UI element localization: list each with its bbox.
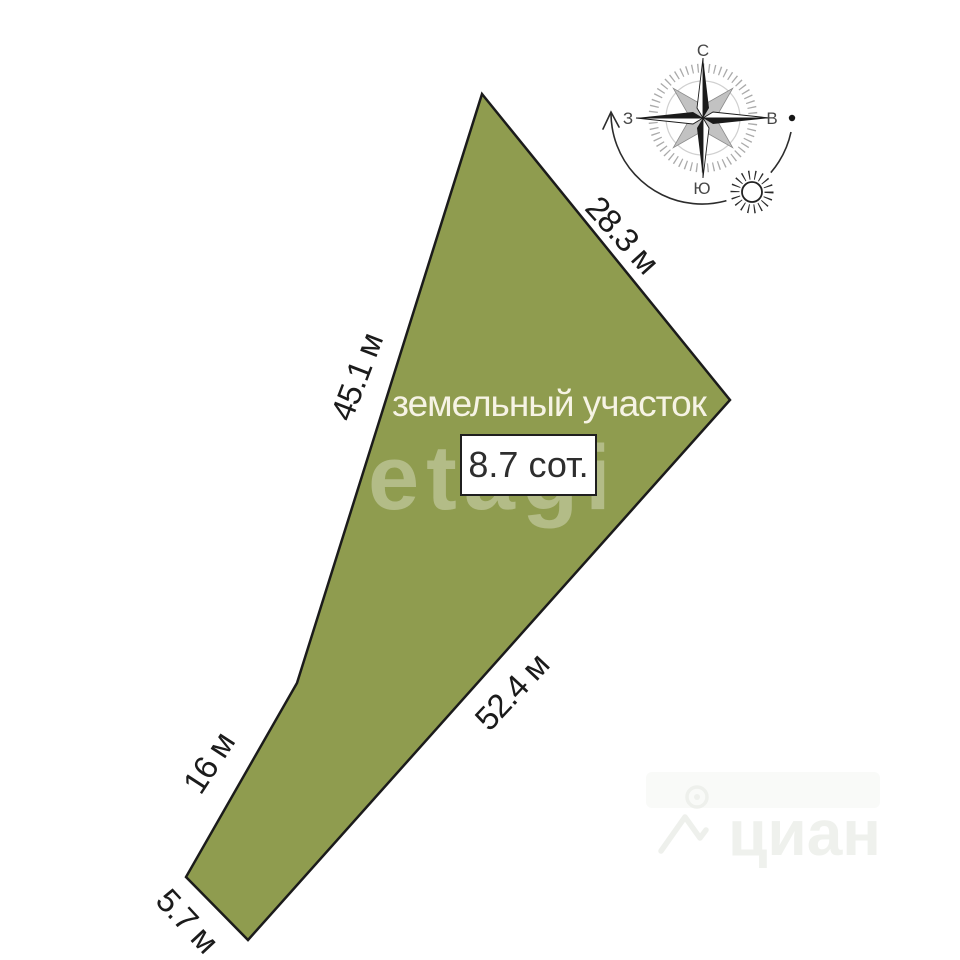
compass-dot-icon (788, 114, 796, 122)
plot-title: земельный участок (392, 383, 707, 424)
cian-pin-icon (658, 785, 709, 854)
compass-needles-icon (635, 57, 771, 179)
land-plot-polygon (184, 91, 732, 942)
rotation-arc-icon (610, 113, 792, 205)
arc-arrow-icon (602, 110, 620, 130)
compass-south-label: Ю (693, 179, 710, 198)
sun-icon (730, 170, 774, 214)
area-badge: 8.7 сот. (460, 434, 597, 496)
compass-north-label: С (697, 41, 709, 60)
compass-east-label: В (766, 109, 777, 128)
compass-rose: С Ю З В (623, 41, 796, 198)
sun-path-arc (602, 110, 792, 219)
compass-west-label: З (623, 109, 633, 128)
